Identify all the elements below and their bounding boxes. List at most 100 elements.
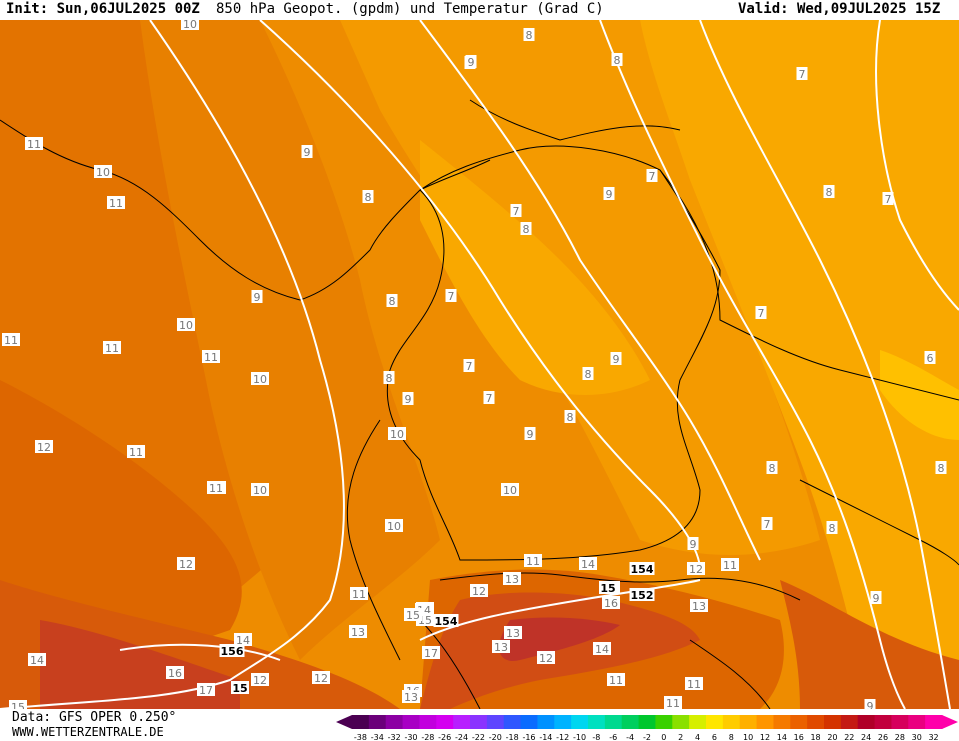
geopot-line-3 bbox=[419, 20, 761, 561]
geopotential-label: 156 bbox=[219, 644, 245, 658]
isotherm-label-box bbox=[603, 187, 615, 200]
colorbar-tick-label: 4 bbox=[695, 733, 700, 741]
isotherm-label: 16 bbox=[602, 596, 620, 610]
geopotential-label: 152 bbox=[629, 588, 655, 602]
isotherm-label: 9 bbox=[465, 55, 477, 69]
isotherm-label-box bbox=[501, 483, 519, 496]
isotherm-label-text: 11 bbox=[204, 351, 218, 364]
isotherm-label: 10 bbox=[251, 372, 269, 386]
isotherm-label-box bbox=[2, 333, 20, 346]
isotherm-label-text: 10 bbox=[253, 373, 267, 386]
temp-zone-east-6 bbox=[880, 350, 959, 440]
weather-map: 1011101198878789877897111011108119789786… bbox=[0, 20, 959, 709]
isotherm-label-box bbox=[301, 145, 313, 158]
isotherm-label-box bbox=[234, 633, 252, 646]
isotherm-label: 13 bbox=[690, 599, 708, 613]
isotherm-label: 11 bbox=[107, 196, 125, 210]
isotherm-label: 14 bbox=[234, 633, 252, 647]
isotherm-label-box bbox=[823, 185, 835, 198]
isotherm-label-text: 10 bbox=[183, 20, 197, 31]
isotherm-label-box bbox=[503, 572, 521, 585]
isotherm-label-text: 11 bbox=[352, 588, 366, 601]
colorbar-swatch bbox=[756, 715, 774, 729]
colorbar-swatch bbox=[402, 715, 420, 729]
isotherm-label: 12 bbox=[312, 671, 330, 685]
isotherm-label-text: 16 bbox=[168, 667, 182, 680]
isotherm-label-text: 12 bbox=[539, 652, 553, 665]
colorbar-swatch bbox=[739, 715, 758, 729]
isotherm-label-text: 6 bbox=[927, 352, 934, 365]
isotherm-label: 7 bbox=[510, 204, 522, 218]
colorbar-tick-label: -4 bbox=[626, 733, 634, 741]
geopot-line-6 bbox=[875, 20, 959, 311]
isotherm-label-box bbox=[537, 651, 555, 664]
isotherm-label: 11 bbox=[103, 341, 121, 355]
geopotential-label-text: 154 bbox=[631, 563, 654, 576]
isotherm-label-text: 8 bbox=[614, 54, 621, 67]
isotherm-label-box bbox=[445, 289, 457, 302]
isotherm-label-text: 9 bbox=[304, 146, 311, 159]
colorbar-swatch bbox=[655, 715, 673, 729]
colorbar-tick-label: -24 bbox=[455, 733, 468, 741]
colorbar-tick-label: 26 bbox=[878, 733, 888, 741]
isotherm-label-text: 8 bbox=[585, 368, 592, 381]
geopotential-label-box bbox=[231, 681, 249, 694]
isotherm-label-text: 7 bbox=[885, 193, 892, 206]
isotherm-label-text: 10 bbox=[96, 166, 110, 179]
colorbar-swatch bbox=[790, 715, 808, 729]
isotherm-label-text: 12 bbox=[472, 585, 486, 598]
isotherm-label: 6 bbox=[924, 351, 936, 365]
geopotential-label-text: 156 bbox=[221, 645, 244, 658]
isotherm-label-text: 8 bbox=[567, 411, 574, 424]
isotherm-label-box bbox=[766, 461, 778, 474]
temp-zone-central-10 bbox=[140, 20, 440, 660]
geopotential-label: 154 bbox=[629, 562, 655, 576]
isotherm-label-text: 13 bbox=[692, 600, 706, 613]
colorbar-swatch bbox=[520, 715, 538, 729]
colorbar-tick-label: 14 bbox=[777, 733, 787, 741]
isotherm-label-box bbox=[251, 673, 269, 686]
colorbar-swatch bbox=[891, 715, 909, 729]
temperature-colorbar: -38 -34 -32 -30 -28 -26 -24 -22 -20 -18 -16 -14 -12-… bbox=[336, 715, 958, 741]
temp-zone-southwest-15 bbox=[40, 620, 240, 709]
isotherm-label-text: 9 bbox=[690, 538, 697, 551]
isotherm-label: 11 bbox=[607, 673, 625, 687]
colorbar-swatch bbox=[857, 715, 876, 729]
isotherm-label: 7 bbox=[445, 289, 457, 303]
geopotential-label-text: 15 bbox=[600, 582, 615, 595]
isotherm-label: 17 bbox=[422, 646, 440, 660]
isotherm-label-box bbox=[504, 626, 522, 639]
isotherm-label-box bbox=[582, 367, 594, 380]
isotherm-label-box bbox=[251, 483, 269, 496]
isotherm-label-text: 15 bbox=[406, 609, 420, 622]
isotherm-label: 13 bbox=[504, 626, 522, 640]
isotherm-label: 11 bbox=[25, 137, 43, 151]
colorbar-swatch bbox=[638, 715, 656, 729]
isotherm-label-text: 10 bbox=[179, 319, 193, 332]
isotherm-label-box bbox=[127, 445, 145, 458]
colorbar-tick-label: -26 bbox=[438, 733, 451, 741]
isotherm-label: 9 bbox=[687, 537, 699, 551]
isotherm-label-text: 11 bbox=[666, 697, 680, 709]
isotherm-label-text: 7 bbox=[758, 307, 765, 320]
isotherm-label-box bbox=[492, 640, 510, 653]
geopotential-label-box bbox=[629, 562, 655, 575]
border-hungary bbox=[799, 479, 959, 566]
isotherm-label: 9 bbox=[864, 699, 876, 709]
isotherm-label: 9 bbox=[251, 290, 263, 304]
isotherm-label: 9 bbox=[610, 352, 622, 366]
colorbar-swatch bbox=[604, 715, 623, 729]
isotherm-label-box bbox=[687, 562, 705, 575]
colorbar-swatch bbox=[773, 715, 791, 729]
colorbar-swatch bbox=[537, 715, 555, 729]
isotherm-label: 8 bbox=[823, 185, 835, 199]
valid-time-label: Valid: Wed,09JUL2025 15Z bbox=[738, 1, 941, 17]
isotherm-label-box bbox=[607, 673, 625, 686]
isotherm-label-text: 9 bbox=[613, 353, 620, 366]
isotherm-label-box bbox=[611, 53, 623, 66]
isotherm-label: 7 bbox=[882, 192, 894, 206]
isotherm-label: 9 bbox=[402, 392, 414, 406]
geopotential-label-box bbox=[219, 644, 245, 657]
isotherm-label-text: 7 bbox=[486, 392, 493, 405]
colorbar-swatch bbox=[672, 715, 690, 729]
